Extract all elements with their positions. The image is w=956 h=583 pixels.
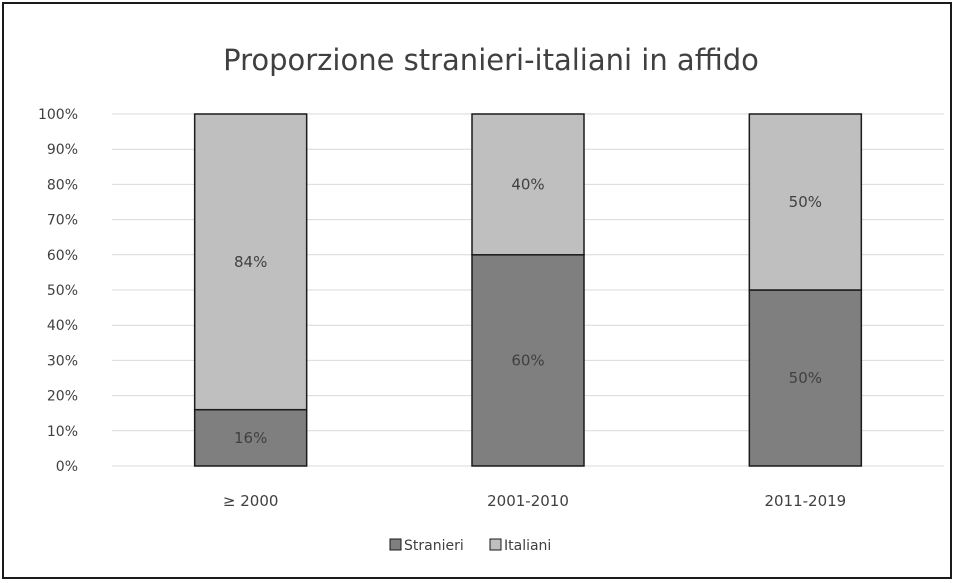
y-axis-tick-labels: 0% 10% 20% 30% 40% 50% 60% 70% 80% 90% 100% <box>38 107 78 475</box>
y-tick-label: 40% <box>47 318 78 334</box>
y-tick-label: 70% <box>47 213 78 229</box>
x-category-label: 2001-2010 <box>487 492 569 510</box>
x-category-label: 2011-2019 <box>764 492 846 510</box>
x-axis-category-labels: ≥ 2000 2001-2010 2011-2019 <box>223 492 846 510</box>
legend-swatch-italiani <box>489 538 502 551</box>
bar-stranieri <box>748 289 863 467</box>
chart-svg: Proporzione stranieri-italiani in affido… <box>38 43 944 554</box>
y-tick-label: 60% <box>47 248 78 264</box>
data-label: 84% <box>234 253 267 271</box>
y-tick-label: 50% <box>47 283 78 299</box>
data-label: 40% <box>511 175 544 193</box>
data-label: 16% <box>234 429 267 447</box>
y-tick-label: 90% <box>47 142 78 158</box>
y-tick-label: 0% <box>56 459 78 475</box>
y-tick-label: 20% <box>47 389 78 405</box>
legend-label-stranieri: Stranieri <box>404 538 464 554</box>
legend-swatch-stranieri <box>389 538 402 551</box>
bar-stranieri <box>471 254 585 467</box>
y-tick-label: 100% <box>38 107 78 123</box>
y-tick-label: 30% <box>47 353 78 369</box>
chart-title: Proporzione stranieri-italiani in affido <box>223 43 759 77</box>
bar-stranieri <box>193 408 308 467</box>
legend: Stranieri Italiani <box>389 538 551 554</box>
data-label: 50% <box>789 369 822 387</box>
data-label: 60% <box>511 351 544 369</box>
bar-italiani <box>471 113 585 256</box>
legend-label-italiani: Italiani <box>504 538 551 554</box>
bar-italiani <box>748 113 863 291</box>
y-tick-label: 10% <box>47 424 78 440</box>
y-tick-label: 80% <box>47 177 78 193</box>
x-category-label: ≥ 2000 <box>223 492 279 510</box>
bar-italiani <box>193 113 308 411</box>
bars: 16% 84% 60% 40% 50% 50% <box>193 113 863 467</box>
data-label: 50% <box>789 193 822 211</box>
